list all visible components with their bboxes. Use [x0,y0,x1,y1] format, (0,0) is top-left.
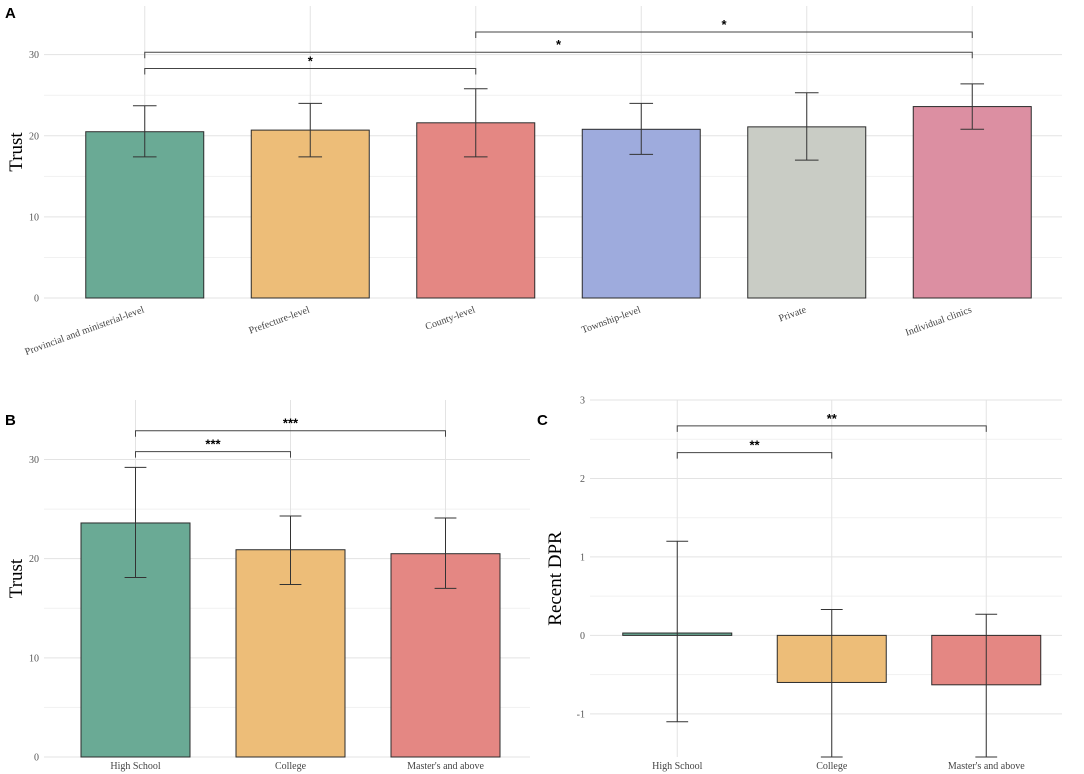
x-tick-label: Private [777,304,808,324]
y-tick-label: 1 [580,552,585,563]
panel-b: B 0 10 20 30 Trust *** *** High School College Mas… [5,400,530,772]
y-tick-label: 0 [34,294,39,305]
panel-c: C -1 0 1 2 3 Recent DPR ** ** High School College M… [537,396,1062,772]
panel-a: A 0 10 20 30 Trust * * * Provincial and ministeri… [5,5,1062,358]
bar [250,129,370,299]
y-tick-label: 20 [29,131,39,142]
panel-letter: C [537,412,548,429]
y-tick-label: 0 [580,631,585,642]
significance-bracket [144,51,973,59]
y-tick-label: 30 [29,455,39,466]
bar [85,131,205,299]
y-tick-label: 10 [29,653,39,664]
panel-letter: B [5,412,16,429]
y-tick-label: 0 [34,753,39,764]
significance-label: * [308,53,314,68]
significance-label: *** [205,437,221,452]
x-tick-label: College [816,761,848,772]
bar [912,106,1032,299]
significance-bracket [135,451,291,458]
x-tick-label: Township-level [580,304,642,336]
x-tick-label: County-level [424,304,477,332]
panel-letter: A [5,5,16,22]
x-tick-label: Provincial and ministerial-level [24,304,146,358]
x-tick-label: Individual clinics [904,304,973,338]
bar [581,128,701,299]
significance-bracket [676,425,987,432]
significance-bracket [144,67,477,75]
significance-bracket [676,452,833,459]
y-axis-label: Trust [6,558,27,598]
significance-label: * [556,37,562,52]
x-tick-label: High School [652,761,703,772]
significance-label: *** [283,416,299,431]
y-tick-label: -1 [577,709,585,720]
y-tick-label: 3 [580,396,585,407]
significance-label: * [721,17,727,32]
y-tick-label: 10 [29,212,39,223]
y-tick-label: 2 [580,474,585,485]
y-axis-label: Recent DPR [545,531,566,626]
x-tick-label: High School [110,761,161,772]
y-tick-label: 20 [29,554,39,565]
significance-bracket [135,430,446,437]
x-tick-label: Master's and above [948,761,1025,772]
x-tick-label: College [275,761,307,772]
y-axis-label: Trust [6,132,27,172]
x-tick-label: Master's and above [407,761,484,772]
significance-label: ** [749,438,760,453]
y-tick-label: 30 [29,50,39,61]
significance-bracket [475,31,973,38]
significance-label: ** [827,411,838,426]
x-tick-label: Prefecture-level [248,304,312,336]
